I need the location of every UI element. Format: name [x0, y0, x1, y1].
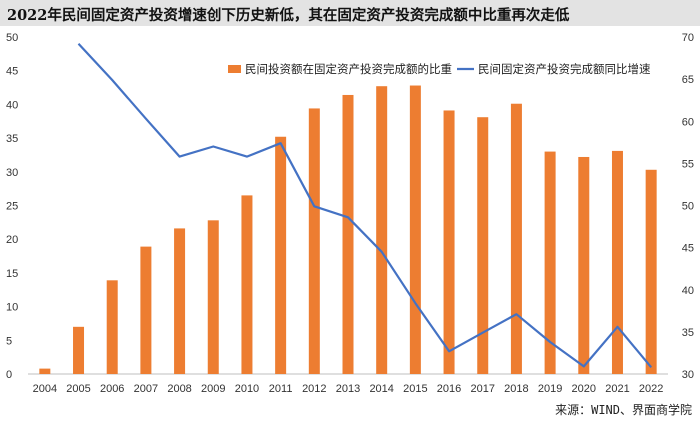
y-right-tick-label: 50 — [682, 201, 694, 213]
legend-group: 民间投资额在固定资产投资完成额的比重 民间固定资产投资完成额同比增速 — [228, 62, 651, 76]
x-tick-label: 2021 — [605, 383, 629, 395]
y-left-tick-label: 0 — [6, 369, 12, 381]
line-series-group — [77, 42, 653, 369]
x-tick-label: 2018 — [504, 383, 528, 395]
y-right-tick-label: 65 — [682, 74, 694, 86]
x-tick-label: 2004 — [33, 383, 57, 395]
y-left-tick-label: 15 — [6, 268, 18, 280]
bar — [140, 246, 152, 374]
bar — [73, 326, 85, 374]
bar — [544, 151, 556, 374]
legend-label-line: 民间固定资产投资完成额同比增速 — [478, 62, 651, 76]
x-tick-label: 2006 — [100, 383, 124, 395]
x-tick-label: 2022 — [639, 383, 663, 395]
legend-label-bar: 民间投资额在固定资产投资完成额的比重 — [245, 62, 452, 76]
bar — [409, 85, 421, 374]
x-tick-label: 2015 — [403, 383, 427, 395]
bar — [241, 195, 253, 374]
x-tick-label: 2014 — [369, 383, 393, 395]
bar — [611, 150, 623, 374]
y-left-tick-label: 50 — [6, 32, 18, 44]
bar — [174, 228, 186, 374]
x-tick-label: 2019 — [538, 383, 562, 395]
bar — [106, 280, 118, 374]
y-left-tick-label: 20 — [6, 234, 18, 246]
x-tick-label: 2012 — [302, 383, 326, 395]
title-bar — [0, 0, 700, 26]
bar — [308, 108, 320, 374]
x-tick-label: 2009 — [201, 383, 225, 395]
y-right-tick-label: 55 — [682, 158, 694, 170]
bar-series-group — [39, 85, 657, 375]
y-right-tick-label: 35 — [682, 327, 694, 339]
source-note: 来源：WIND、界面商学院 — [555, 403, 692, 417]
y-left-tick-label: 45 — [6, 66, 18, 78]
y-right-tick-label: 45 — [682, 243, 694, 255]
bar — [342, 94, 354, 375]
bar — [275, 136, 287, 374]
y-right-tick-label: 40 — [682, 285, 694, 297]
bar — [443, 110, 455, 374]
y-left-tick-label: 35 — [6, 133, 18, 145]
legend-swatch-bar — [228, 65, 241, 73]
x-tick-label: 2010 — [235, 383, 259, 395]
x-tick-label: 2007 — [134, 383, 158, 395]
x-tick-label: 2013 — [336, 383, 360, 395]
y-left-tick-label: 30 — [6, 167, 18, 179]
bar — [510, 103, 522, 374]
bar — [645, 169, 657, 374]
chart-title: 2022年民间固定资产投资增速创下历史新低，其在固定资产投资完成额中比重再次走低 — [7, 7, 570, 24]
x-tick-label: 2016 — [437, 383, 461, 395]
bar — [376, 86, 388, 375]
bar — [477, 117, 489, 375]
y-left-tick-label: 10 — [6, 302, 18, 314]
bar — [39, 368, 51, 374]
x-tick-label: 2008 — [167, 383, 191, 395]
growth-line — [77, 42, 653, 369]
x-tick-label: 2005 — [66, 383, 90, 395]
y-right-tick-label: 70 — [682, 32, 694, 44]
y-left-tick-label: 5 — [6, 335, 12, 347]
x-tick-label: 2011 — [269, 383, 293, 395]
y-left-tick-label: 25 — [6, 201, 18, 213]
y-right-tick-label: 30 — [682, 369, 694, 381]
bar — [207, 220, 219, 374]
y-left-tick-label: 40 — [6, 99, 18, 111]
x-tick-label: 2017 — [470, 383, 494, 395]
x-tick-label: 2020 — [572, 383, 596, 395]
bar — [578, 156, 590, 374]
y-right-tick-label: 60 — [682, 116, 694, 128]
